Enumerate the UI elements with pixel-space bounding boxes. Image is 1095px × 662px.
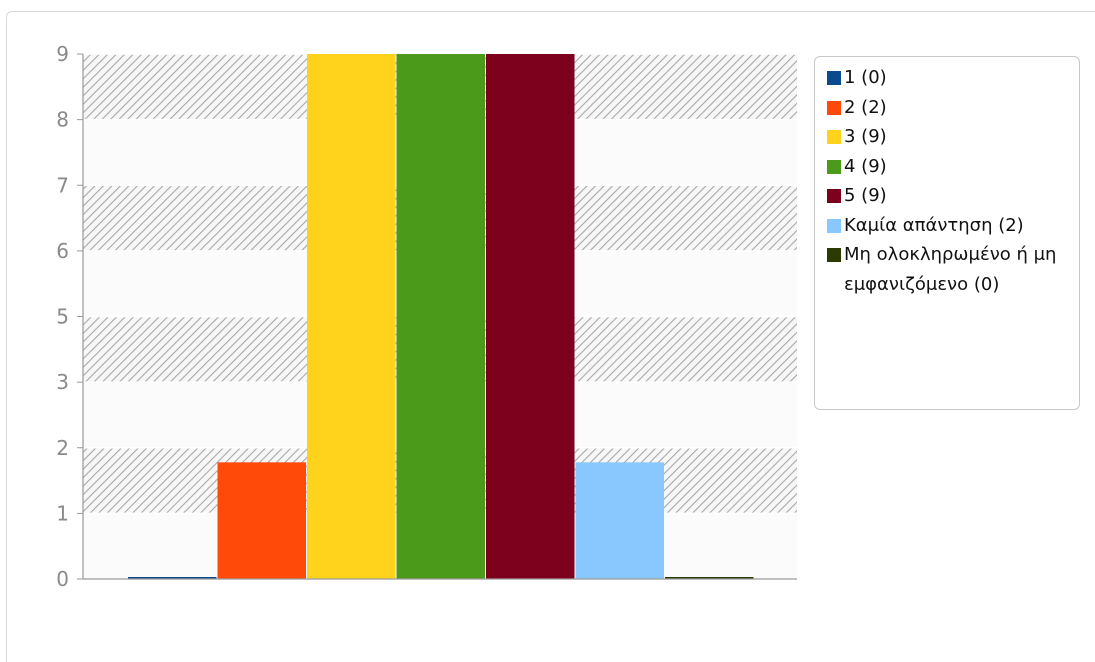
legend-label: 4 (9) xyxy=(844,155,887,177)
y-tick-label: 9 xyxy=(56,42,69,66)
y-tick-label: 2 xyxy=(56,436,69,460)
legend-item: 4 (9) xyxy=(827,152,1079,182)
legend: 1 (0) 2 (2) 3 (9) 4 (9) 5 (9) Καμία απάντηση … xyxy=(814,56,1080,410)
legend-label: 2 (2) xyxy=(844,96,887,118)
legend-swatch xyxy=(827,130,841,144)
bar xyxy=(396,54,485,579)
y-tick-label: 1 xyxy=(56,501,69,525)
legend-label: 1 (0) xyxy=(844,67,887,88)
y-tick-label: 6 xyxy=(56,239,69,263)
y-tick-label: 3 xyxy=(56,370,69,394)
legend-swatch xyxy=(827,248,841,262)
legend-item: 3 (9) xyxy=(827,122,1079,152)
bar xyxy=(575,462,664,579)
bar xyxy=(486,54,575,579)
legend-item: 1 (0) xyxy=(827,63,1079,93)
y-tick-label: 8 xyxy=(56,108,69,132)
legend-item: 2 (2) xyxy=(827,93,1079,123)
legend-swatch xyxy=(827,159,841,174)
legend-item: Μη ολοκληρωμένο ή μη εμφανιζόμενο (0) xyxy=(827,240,1079,299)
bar xyxy=(665,577,754,579)
legend-swatch xyxy=(827,100,841,115)
legend-swatch xyxy=(827,71,841,85)
bar xyxy=(217,462,306,579)
bar xyxy=(128,577,217,579)
bar xyxy=(307,54,396,579)
legend-swatch xyxy=(827,189,841,203)
legend-label: Καμία απάντηση (2) xyxy=(844,214,1024,236)
legend-item: Καμία απάντηση (2) xyxy=(827,211,1079,241)
y-tick-label: 5 xyxy=(56,305,69,329)
legend-label: 5 (9) xyxy=(844,185,887,206)
legend-label: 3 (9) xyxy=(844,126,887,147)
legend-item: 5 (9) xyxy=(827,181,1079,211)
legend-label: Μη ολοκληρωμένο ή μη εμφανιζόμενο (0) xyxy=(844,244,1057,295)
bars xyxy=(128,54,754,579)
y-axis-ticks: 0 1 2 3 5 6 7 8 9 xyxy=(56,42,83,591)
y-tick-label: 7 xyxy=(56,173,69,197)
y-tick-label: 0 xyxy=(56,567,69,591)
legend-swatch xyxy=(827,218,841,233)
